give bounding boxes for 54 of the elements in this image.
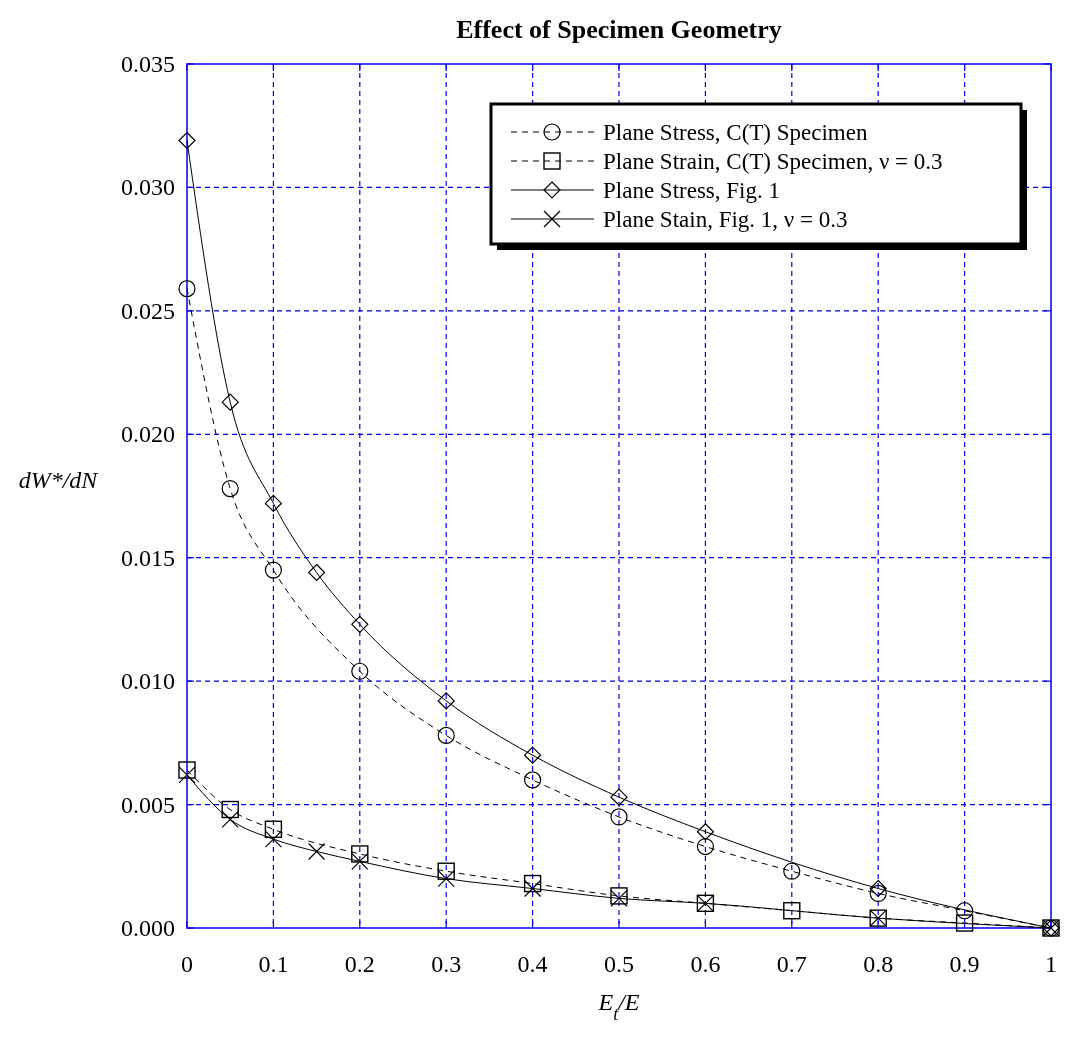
point — [437, 726, 455, 745]
x-tick-label: 0.5 — [604, 951, 634, 977]
point — [610, 808, 628, 826]
legend-label: Plane Stress, C(T) Specimen — [603, 120, 868, 145]
point — [351, 852, 369, 870]
point — [351, 662, 369, 680]
point — [221, 800, 239, 819]
point — [955, 914, 974, 932]
x-tick-label: 0 — [181, 951, 193, 977]
point — [956, 902, 974, 920]
y-tick-label: 0.025 — [121, 297, 175, 324]
point — [221, 810, 239, 828]
point — [437, 870, 455, 888]
point — [437, 862, 455, 880]
x-axis-title: E$_{t}$/E — [597, 989, 640, 1024]
x-tick-label: 0.1 — [258, 951, 289, 977]
point — [696, 837, 714, 856]
legend-label: Plane Stain, Fig. 1, ν = 0.3 — [603, 207, 848, 232]
point — [783, 862, 801, 880]
y-tick-label: 0.030 — [121, 174, 175, 201]
point — [178, 131, 196, 150]
point — [869, 879, 887, 898]
chart-title: Effect of Specimen Geometry — [456, 15, 782, 44]
legend-label: Plane Strain, C(T) Specimen, ν = 0.3 — [603, 149, 943, 174]
x-tick-label: 0.3 — [431, 951, 462, 977]
point — [221, 479, 239, 498]
y-tick-label: 0.010 — [121, 668, 175, 695]
point — [264, 561, 282, 579]
point — [783, 902, 801, 920]
y-tick-label: 0.000 — [121, 915, 175, 941]
x-tick-label: 0.4 — [517, 951, 548, 977]
point — [869, 884, 887, 903]
x-tick-label: 0.8 — [863, 951, 894, 977]
x-tick-label: 0.7 — [776, 951, 807, 977]
x-tick-label: 0.6 — [690, 951, 721, 977]
point — [696, 823, 714, 841]
point — [351, 845, 369, 863]
point — [523, 874, 542, 893]
x-tick-label: 1 — [1045, 951, 1057, 977]
y-tick-label: 0.020 — [121, 421, 175, 448]
point — [524, 746, 542, 764]
y-axis-title: dW*/dN — [18, 467, 100, 493]
x-tick-label: 0.9 — [949, 951, 980, 977]
y-tick-label: 0.005 — [121, 791, 175, 818]
point — [178, 761, 196, 779]
y-tick-label: 0.035 — [121, 51, 175, 77]
x-tick-label: 0.2 — [344, 951, 375, 977]
point — [178, 280, 196, 298]
point — [264, 820, 283, 838]
legend-label: Plane Stress, Fig. 1 — [603, 178, 780, 203]
point — [221, 393, 239, 411]
point — [351, 615, 369, 633]
point — [524, 771, 542, 789]
y-tick-label: 0.015 — [121, 544, 175, 571]
